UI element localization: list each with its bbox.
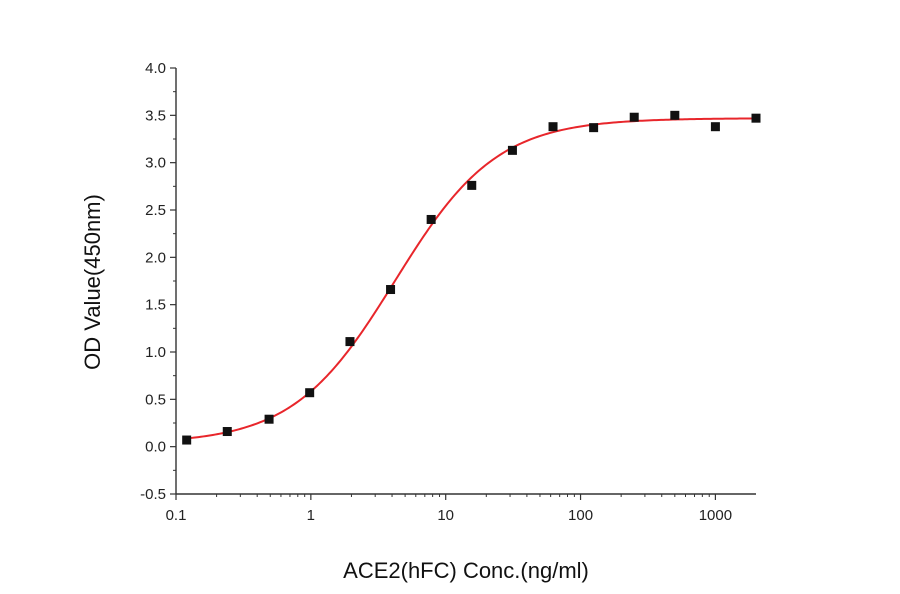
data-point (182, 435, 192, 445)
y-tick-label: 2.0 (145, 249, 166, 266)
data-point (305, 388, 315, 398)
fit-curve-line (186, 117, 757, 440)
data-point (264, 414, 274, 424)
data-point (386, 285, 396, 295)
x-tick-label: 1000 (699, 507, 732, 524)
y-tick-label: 3.0 (145, 155, 166, 172)
data-point (670, 110, 680, 120)
data-point (426, 214, 436, 224)
y-tick-label: 1.0 (145, 344, 166, 361)
data-point (710, 122, 720, 132)
fit-curve-layer (186, 117, 757, 440)
y-tick-label: 0.0 (145, 439, 166, 456)
data-point (629, 112, 639, 122)
x-tick-label: 1 (307, 507, 315, 524)
x-tick-label: 0.1 (166, 507, 187, 524)
y-tick-label: 0.5 (145, 391, 166, 408)
y-tick-label: 2.5 (145, 202, 166, 219)
data-point (345, 337, 355, 347)
y-axis-title: OD Value(450nm) (80, 194, 105, 370)
x-tick-label: 10 (437, 507, 454, 524)
axes: -0.5 0.0 0.5 1.0 1.5 2.0 2.5 3.0 3.5 4.0 0.1 1 10 100… (140, 60, 756, 524)
y-tick-label: 3.5 (145, 107, 166, 124)
y-tick-label: -0.5 (140, 486, 166, 503)
y-tick-label: 1.5 (145, 297, 166, 314)
data-point (467, 180, 477, 190)
y-tick-label: 4.0 (145, 60, 166, 77)
data-point (222, 427, 232, 437)
data-point (589, 123, 599, 133)
data-point (751, 113, 761, 123)
x-tick-label: 100 (568, 507, 593, 524)
data-points-layer (182, 110, 761, 445)
data-point (507, 145, 517, 155)
data-point (548, 122, 558, 132)
x-axis-title: ACE2(hFC) Conc.(ng/ml) (343, 558, 589, 583)
